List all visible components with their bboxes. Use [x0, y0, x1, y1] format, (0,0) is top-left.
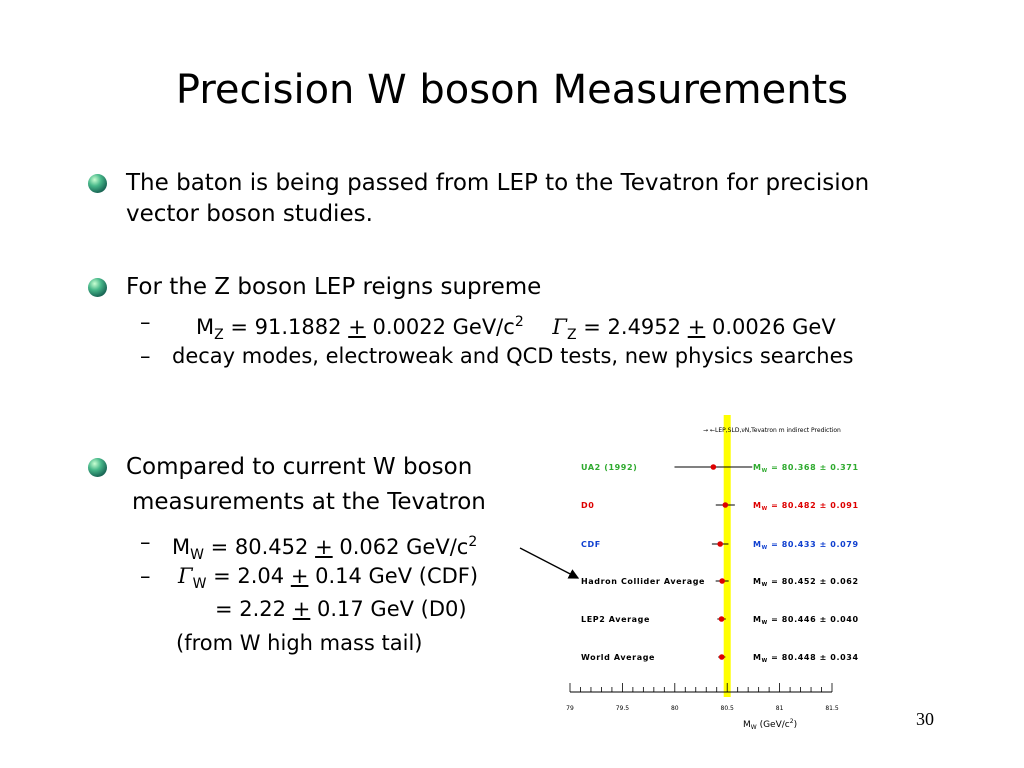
gamma-w-d0-line: = 2.22 + 0.17 GeV (D0) — [215, 594, 545, 625]
sub-bullet-decay-modes: – decay modes, electroweak and QCD tests… — [88, 340, 988, 372]
measurement-label: UA2 (1992) — [581, 463, 637, 472]
x-tick-label: 81.5 — [825, 705, 839, 712]
measurement-value: MW = 80.433 ± 0.079 — [753, 540, 859, 551]
measurement-value: MW = 80.368 ± 0.371 — [753, 463, 859, 474]
plusminus: + — [687, 315, 706, 339]
measurement-value: MW = 80.452 ± 0.062 — [753, 577, 859, 588]
measurement-row: UA2 (1992) MW = 80.368 ± 0.371 — [581, 463, 859, 474]
plusminus: + — [348, 315, 366, 339]
measurement-label: World Average — [581, 653, 655, 662]
measurement-row: D0 MW = 80.482 ± 0.091 — [581, 501, 859, 512]
data-point — [710, 464, 717, 470]
mz-superscript: 2 — [514, 314, 524, 330]
indirect-prediction-band — [723, 415, 731, 697]
bullet-baton: The baton is being passed from LEP to th… — [88, 168, 888, 230]
plusminus: + — [292, 597, 311, 621]
data-point — [718, 616, 725, 622]
measurement-label: LEP2 Average — [581, 615, 650, 624]
gamma-w-d0-post: 0.17 GeV (D0) — [310, 597, 467, 621]
mz-value: = 91.1882 — [223, 315, 349, 339]
gamma-z-value: = 2.4952 — [576, 315, 688, 339]
sub-bullet-text: decay modes, electroweak and QCD tests, … — [172, 344, 854, 368]
gamma-w-error: 0.14 GeV (CDF) — [308, 564, 479, 588]
gamma-w-value: = 2.04 — [206, 564, 291, 588]
measurement-row: LEP2 Average MW = 80.446 ± 0.040 — [581, 615, 859, 626]
x-tick-label: 80.5 — [721, 705, 735, 712]
measurement-value: MW = 80.482 ± 0.091 — [753, 501, 859, 512]
dash: – — [140, 310, 151, 334]
gamma-z-error: 0.0026 GeV — [705, 315, 836, 339]
data-point — [719, 578, 725, 584]
high-mass-tail-note: (from W high mass tail) — [176, 631, 423, 655]
page-number: 30 — [916, 709, 934, 729]
dash: – — [140, 530, 151, 554]
w-mass-chart: → ←LEP,SLD,νN,Tevatron m indirect Predic… — [566, 415, 859, 731]
measurement-row: Hadron Collider Average MW = 80.452 ± 0.0… — [581, 577, 859, 588]
sub-bullet-z-values: – MZ = 91.1882 + 0.0022 GeV/c2 ΓZ = 2.49… — [88, 306, 968, 351]
measurement-value: MW = 80.448 ± 0.034 — [753, 653, 859, 664]
measurement-row: CDF MW = 80.433 ± 0.079 — [581, 540, 859, 551]
bullet-orb-icon — [88, 174, 107, 193]
bullet-orb-icon — [88, 458, 107, 477]
measurement-label: Hadron Collider Average — [581, 577, 705, 586]
plusminus: + — [315, 535, 333, 559]
x-tick-label: 79 — [566, 705, 574, 712]
data-point — [722, 502, 729, 508]
sub-bullet-mw: – MW = 80.452 + 0.062 GeV/c2 — [88, 526, 548, 571]
bullet-z-boson: For the Z boson LEP reigns supreme — [88, 272, 968, 303]
gamma-z-symbol: Γ — [552, 315, 567, 339]
x-tick-label: 81 — [776, 705, 784, 712]
bullet-orb-icon — [88, 278, 107, 297]
x-tick-label: 80 — [671, 705, 679, 712]
measurement-label: D0 — [581, 501, 594, 510]
gamma-w-d0-pre: = 2.22 — [215, 597, 293, 621]
x-axis-label: MW (GeV/c2) — [743, 718, 797, 731]
data-point — [718, 654, 725, 660]
dash: – — [140, 344, 151, 368]
measurement-label: CDF — [581, 540, 601, 549]
plusminus: + — [290, 564, 309, 588]
mz-error: 0.0022 GeV/c — [365, 315, 515, 339]
mw-error: 0.062 GeV/c — [332, 535, 469, 559]
mw-value: = 80.452 — [203, 535, 316, 559]
bullet-text: The baton is being passed from LEP to th… — [126, 170, 870, 227]
bullet-text: Compared to current W boson — [126, 454, 473, 480]
bullet-w-boson: Compared to current W boson measurements… — [88, 452, 558, 518]
dash: – — [140, 564, 151, 588]
slide-title: Precision W boson Measurements — [175, 67, 849, 113]
gamma-w-subscript: W — [192, 576, 207, 593]
x-tick-label: 79.5 — [616, 705, 630, 712]
mz-symbol: M — [196, 315, 215, 339]
gamma-w-symbol: Γ — [178, 564, 193, 588]
mw-symbol: M — [172, 535, 191, 559]
band-label: ←LEP,SLD,νN,Tevatron m indirect Predicti… — [710, 427, 841, 434]
bullet-text-continuation: measurements at the Tevatron — [132, 489, 486, 515]
mz-subscript: Z — [214, 327, 224, 344]
sub-bullet-gamma-w: – ΓW = 2.04 + 0.14 GeV (CDF) — [88, 560, 548, 600]
mw-superscript: 2 — [468, 534, 478, 550]
mw-subscript: W — [190, 547, 204, 564]
gamma-z-subscript: Z — [567, 327, 577, 344]
data-point — [717, 541, 723, 547]
band-label-arrow: → — [703, 427, 708, 434]
measurement-value: MW = 80.446 ± 0.040 — [753, 615, 859, 626]
measurement-row: World Average MW = 80.448 ± 0.034 — [581, 653, 859, 664]
bullet-text: For the Z boson LEP reigns supreme — [126, 274, 542, 300]
